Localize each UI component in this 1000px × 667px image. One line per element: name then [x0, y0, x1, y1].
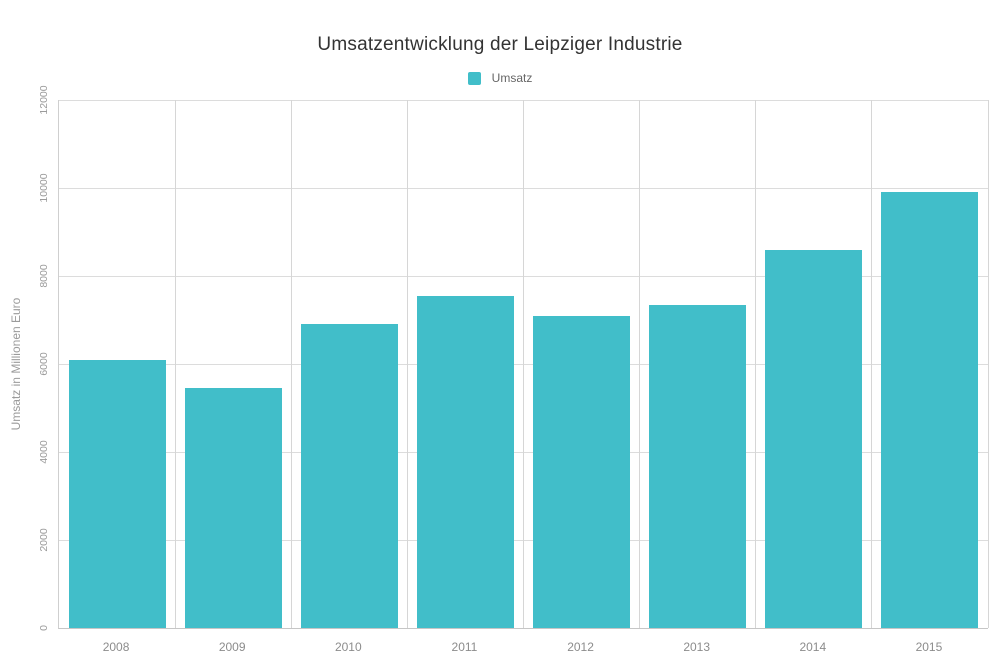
legend: Umsatz	[0, 71, 1000, 85]
x-axis-tick-label-2015: 2015	[915, 640, 943, 654]
x-gridline-2	[290, 100, 292, 628]
y-axis-title: Umsatz in Millionen Euro	[9, 297, 23, 431]
legend-series-label: Umsatz	[491, 71, 533, 85]
bar-2013[interactable]	[649, 304, 747, 628]
bar-2014[interactable]	[765, 249, 863, 628]
bar-2011[interactable]	[416, 295, 514, 628]
legend-item-umsatz[interactable]: Umsatz	[467, 71, 533, 85]
y-axis-tick-label-10000: 10000	[38, 173, 50, 203]
legend-series-swatch-icon	[467, 71, 481, 85]
x-axis-tick-label-2010: 2010	[334, 640, 362, 654]
x-gridline-1	[174, 100, 176, 628]
y-axis-tick-label-4000: 4000	[38, 440, 50, 464]
bar-2010[interactable]	[300, 324, 398, 628]
x-gridline-7	[871, 100, 873, 628]
y-axis-tick-label-2000: 2000	[38, 528, 50, 552]
x-gridline-6	[755, 100, 757, 628]
x-axis-tick-label-2009: 2009	[218, 640, 246, 654]
x-gridline-3	[406, 100, 408, 628]
x-axis-tick-label-2011: 2011	[451, 640, 478, 654]
y-axis-tick-label-8000: 8000	[38, 264, 50, 288]
x-gridline-8	[987, 100, 989, 628]
x-axis-tick-label-2014: 2014	[799, 640, 827, 654]
y-axis-tick-label-0: 0	[38, 625, 50, 631]
bar-2008[interactable]	[68, 359, 166, 628]
bar-2015[interactable]	[881, 192, 979, 628]
y-axis-tick-label-12000: 12000	[38, 85, 50, 115]
bar-2012[interactable]	[533, 315, 631, 628]
x-axis-tick-label-2013: 2013	[683, 640, 711, 654]
bar-2009[interactable]	[184, 388, 282, 628]
x-gridline-5	[639, 100, 641, 628]
x-gridline-4	[523, 100, 524, 628]
y-axis-tick-label-6000: 6000	[38, 352, 50, 376]
x-axis-tick-label-2008: 2008	[102, 640, 130, 654]
chart-title: Umsatzentwicklung der Leipziger Industri…	[317, 34, 683, 55]
plot-area	[58, 99, 989, 629]
x-axis-tick-label-2012: 2012	[567, 640, 594, 654]
